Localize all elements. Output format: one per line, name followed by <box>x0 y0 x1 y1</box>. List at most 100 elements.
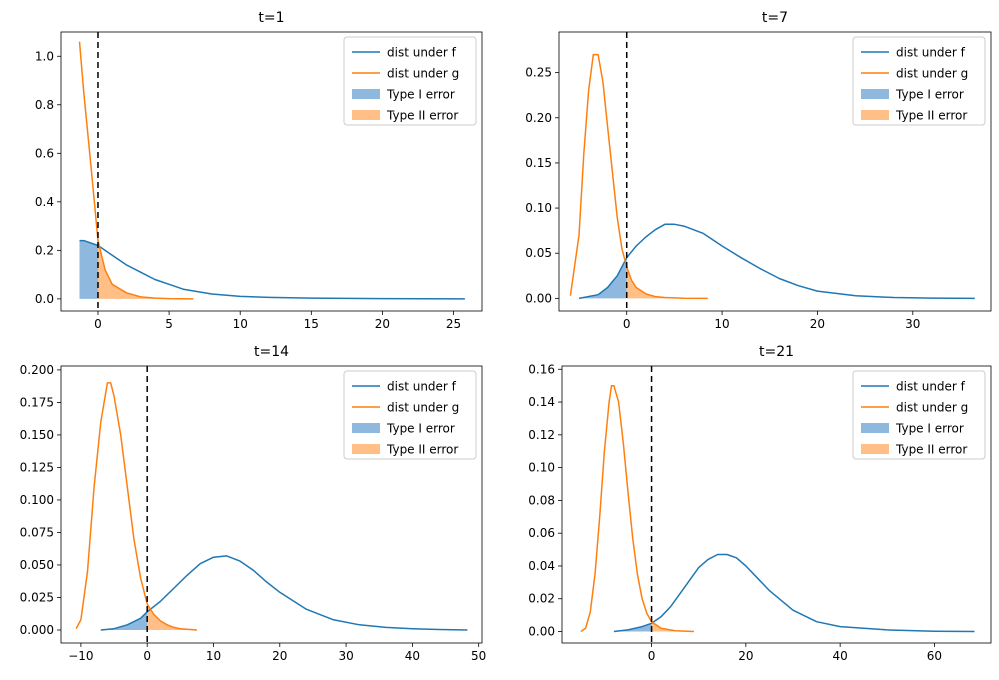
subplot-3: −10 0 10 20 30 40 50 0.000 0.025 0.050 0.075 0.100 0… <box>20 344 487 663</box>
legend-item-type1-label: Type I error <box>895 422 964 436</box>
y-tick-label: 0.25 <box>525 66 552 80</box>
y-tick-label: 0.4 <box>35 195 54 209</box>
f-distribution-line <box>613 553 975 633</box>
legend-item-type1-label: Type I error <box>895 88 964 102</box>
axes-frame <box>60 365 483 644</box>
y-tick-label: 0.14 <box>528 395 555 409</box>
y-tick-label: 0.025 <box>20 590 54 604</box>
x-tick-label: 20 <box>375 317 390 331</box>
g-distribution-line <box>580 384 695 633</box>
x-tick-label: 10 <box>714 317 729 331</box>
f-distribution-line <box>79 239 465 300</box>
y-tick-label: 0.05 <box>525 246 552 260</box>
y-tick-label: 0.150 <box>20 428 54 442</box>
legend-item-type2-label: Type II error <box>386 109 458 123</box>
axes-frame <box>558 31 992 312</box>
x-tick-label: 20 <box>810 317 825 331</box>
legend: dist under f dist under g Type I error Type… <box>852 36 986 126</box>
axes-frame <box>561 365 992 644</box>
plot-area <box>75 366 468 643</box>
x-tick-label: 60 <box>927 649 942 663</box>
y-tick-label: 0.8 <box>35 98 54 112</box>
plot-area <box>78 32 465 311</box>
subplot-1: 0 5 10 15 20 25 0.0 0.2 0.4 0.6 0.8 1.0 t=1 dist unde… <box>35 10 483 331</box>
y-tick-label: 0.2 <box>35 243 54 257</box>
x-tick-label: 0 <box>623 317 631 331</box>
legend-item-type2-label: Type II error <box>895 109 967 123</box>
y-tick-label: 0.050 <box>20 558 54 572</box>
g-distribution-line <box>75 382 197 631</box>
y-tick-label: 0.20 <box>525 111 552 125</box>
legend-item-g-label: dist under g <box>896 401 968 415</box>
y-tick-label: 0.000 <box>20 623 54 637</box>
y-tick-label: 0.100 <box>20 493 54 507</box>
subplot-title: t=21 <box>759 344 794 360</box>
type2-error-area <box>97 240 194 299</box>
legend-item-type2-swatch <box>352 110 380 120</box>
x-tick-label: 5 <box>165 317 173 331</box>
y-tick-label: 0.08 <box>528 493 555 507</box>
x-tick-label: 0 <box>648 649 656 663</box>
x-tick-label: 20 <box>272 649 287 663</box>
legend: dist under f dist under g Type I error Type… <box>343 36 477 126</box>
y-tick-label: 0.175 <box>20 395 54 409</box>
x-tick-label: 40 <box>833 649 848 663</box>
legend-item-f-label: dist under f <box>896 46 966 60</box>
y-tick-label: 0.16 <box>528 362 555 376</box>
y-tick-label: 0.10 <box>528 461 555 475</box>
x-tick-label: −10 <box>68 649 93 663</box>
y-tick-label: 0.200 <box>20 363 54 377</box>
legend-item-type2-swatch <box>352 444 380 454</box>
subplot-title: t=7 <box>762 10 788 26</box>
subplot-4: 0 20 40 60 0.00 0.02 0.04 0.06 0.08 0.10 0.12 0.14 0… <box>528 344 992 663</box>
g-distribution-line <box>78 41 194 300</box>
legend-item-g-label: dist under g <box>387 67 459 81</box>
legend-item-f-label: dist under f <box>896 380 966 394</box>
y-tick-label: 0.00 <box>525 291 552 305</box>
g-distribution-line <box>569 53 708 300</box>
f-distribution-line <box>100 555 468 631</box>
type1-error-area <box>100 611 148 630</box>
y-tick-label: 0.12 <box>528 428 555 442</box>
y-tick-label: 0.00 <box>528 625 555 639</box>
x-tick-label: 25 <box>446 317 461 331</box>
y-tick-label: 0.06 <box>528 526 555 540</box>
x-tick-label: 10 <box>206 649 221 663</box>
legend-item-type1-swatch <box>352 89 380 99</box>
plot-area <box>580 366 975 643</box>
legend-item-type1-label: Type I error <box>386 422 455 436</box>
x-tick-label: 15 <box>304 317 319 331</box>
x-tick-label: 0 <box>94 317 102 331</box>
y-tick-label: 0.10 <box>525 201 552 215</box>
type1-error-area <box>79 240 98 299</box>
y-tick-label: 0.125 <box>20 460 54 474</box>
legend-box <box>343 36 477 126</box>
legend: dist under f dist under g Type I error Type… <box>343 370 477 460</box>
legend-item-type2-label: Type II error <box>386 443 458 457</box>
f-distribution-line <box>578 223 975 300</box>
x-tick-label: 50 <box>471 649 486 663</box>
y-tick-label: 0.6 <box>35 146 54 160</box>
type1-error-area <box>579 257 627 299</box>
y-tick-label: 0.15 <box>525 156 552 170</box>
y-tick-label: 0.0 <box>35 292 54 306</box>
x-tick-label: 30 <box>338 649 353 663</box>
legend: dist under f dist under g Type I error Type… <box>852 370 986 460</box>
plot-area <box>569 32 975 311</box>
legend-item-type1-label: Type I error <box>386 88 455 102</box>
subplot-2: 0 10 20 30 0.00 0.05 0.10 0.15 0.20 0.25 t=7 dist u… <box>525 10 992 331</box>
subplot-title: t=1 <box>258 10 284 26</box>
legend-box <box>852 370 986 460</box>
y-tick-label: 0.02 <box>528 592 555 606</box>
x-tick-label: 0 <box>143 649 151 663</box>
legend-box <box>343 370 477 460</box>
legend-item-type2-swatch <box>861 444 889 454</box>
type2-error-area <box>626 266 708 299</box>
legend-item-type2-label: Type II error <box>895 443 967 457</box>
legend-item-f-label: dist under f <box>387 380 457 394</box>
x-tick-label: 10 <box>233 317 248 331</box>
legend-item-type1-swatch <box>861 423 889 433</box>
legend-box <box>852 36 986 126</box>
type2-error-area <box>147 603 197 630</box>
